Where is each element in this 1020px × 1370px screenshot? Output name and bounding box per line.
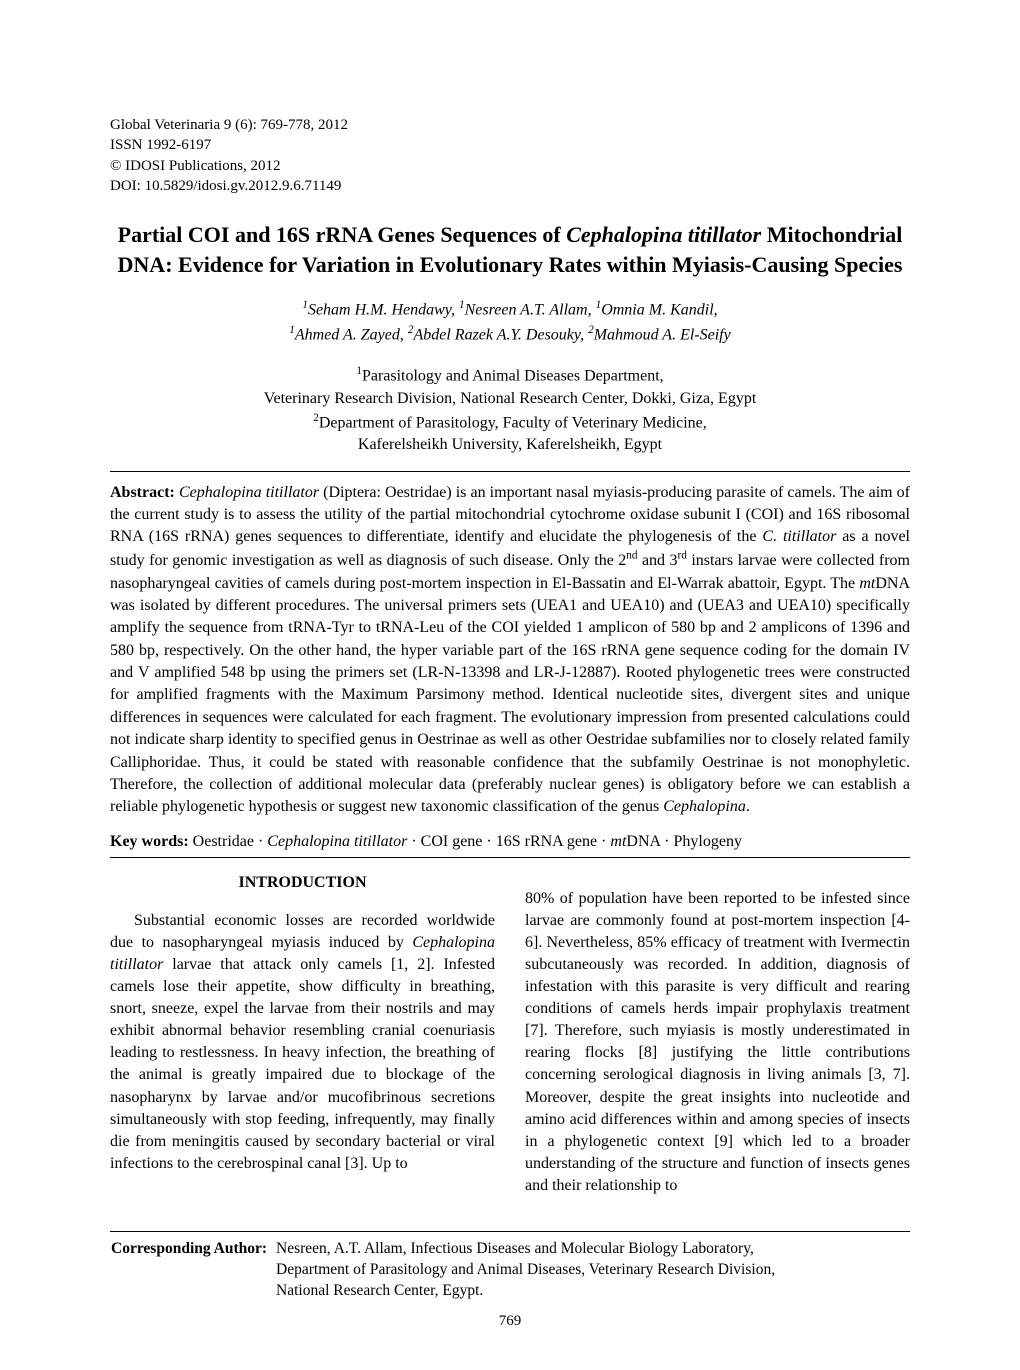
- page-number: 769: [110, 1313, 910, 1330]
- abstract-label: Abstract:: [110, 484, 175, 501]
- keywords-label: Key words:: [110, 833, 189, 850]
- keywords-text: Oestridae · Cephalopina titillator · COI…: [193, 833, 742, 850]
- corr-text: Nesreen, A.T. Allam, Infectious Diseases…: [275, 1238, 776, 1303]
- abstract-text: Cephalopina titillator (Diptera: Oestrid…: [110, 484, 910, 816]
- footer-divider: [110, 1231, 910, 1232]
- col1-text: Substantial economic losses are recorded…: [110, 910, 495, 1175]
- journal-info: Global Veterinaria 9 (6): 769-778, 2012 …: [110, 115, 910, 196]
- intro-heading: INTRODUCTION: [110, 872, 495, 894]
- col2-text: 80% of population have been reported to …: [525, 888, 910, 1197]
- journal-line: DOI: 10.5829/idosi.gv.2012.9.6.71149: [110, 176, 910, 196]
- corr-label: Corresponding Author:: [111, 1240, 267, 1257]
- paper-affiliations: 1Parasitology and Animal Diseases Depart…: [110, 364, 910, 456]
- corresponding-author: Corresponding Author: Nesreen, A.T. Alla…: [110, 1238, 910, 1303]
- column-right: 80% of population have been reported to …: [525, 872, 910, 1213]
- keywords: Key words: Oestridae · Cephalopina titil…: [110, 833, 910, 851]
- column-left: INTRODUCTION Substantial economic losses…: [110, 872, 495, 1213]
- journal-line: © IDOSI Publications, 2012: [110, 156, 910, 176]
- journal-line: ISSN 1992-6197: [110, 135, 910, 155]
- paper-authors: 1Seham H.M. Hendawy, 1Nesreen A.T. Allam…: [110, 297, 910, 346]
- paper-title: Partial COI and 16S rRNA Genes Sequences…: [110, 220, 910, 279]
- body-columns: INTRODUCTION Substantial economic losses…: [110, 872, 910, 1213]
- journal-line: Global Veterinaria 9 (6): 769-778, 2012: [110, 115, 910, 135]
- divider: [110, 471, 910, 472]
- abstract: Abstract: Cephalopina titillator (Dipter…: [110, 482, 910, 819]
- keywords-divider: [110, 857, 910, 858]
